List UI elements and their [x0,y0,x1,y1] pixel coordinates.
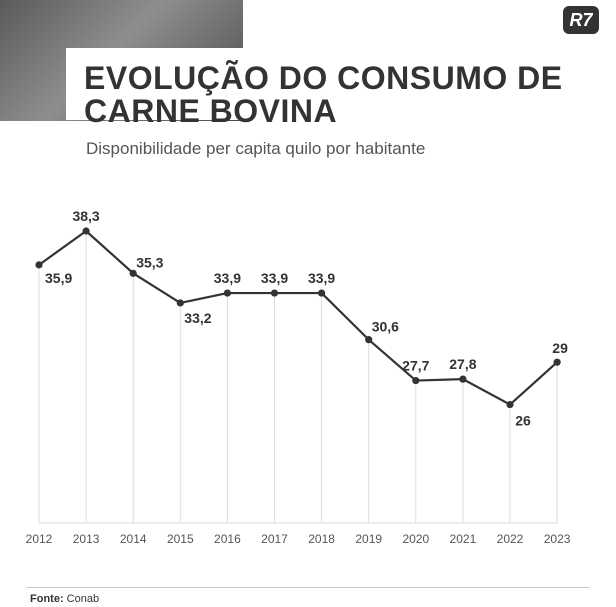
x-tick-label: 2023 [544,532,571,546]
data-point [129,269,137,277]
data-label: 33,9 [214,270,241,286]
x-tick-label: 2016 [214,532,241,546]
series-line [38,229,558,406]
data-label: 30,6 [372,319,399,335]
data-point [506,400,514,409]
data-label: 38,3 [72,208,99,224]
x-tick-label: 2015 [167,532,194,546]
data-point [412,376,420,385]
data-label: 26 [515,413,531,429]
chart-title: EVOLUÇÃO DO CONSUMO DE CARNE BOVINA [84,60,563,129]
x-tick-label: 2022 [497,532,524,546]
x-tick-label: 2014 [120,532,147,546]
x-tick-label: 2019 [355,532,382,546]
data-label: 29 [552,340,568,356]
x-tick-label: 2018 [308,532,335,546]
data-label: 33,2 [184,310,211,326]
source-label: Fonte: [30,593,64,605]
data-label: 33,9 [261,270,288,286]
source-value: Conab [66,593,100,605]
data-point [82,227,90,235]
data-label: 27,7 [402,358,429,374]
x-tick-label: 2013 [73,532,100,546]
chart-subtitle: Disponibilidade per capita quilo por hab… [86,139,426,158]
source-note: Fonte: Conab [30,593,99,605]
x-tick-label: 2020 [402,532,429,546]
r7-logo: R7 [563,6,599,34]
data-label: 35,9 [45,270,72,286]
x-tick-label: 2012 [26,532,53,546]
footer-divider [26,587,590,588]
x-tick-label: 2017 [261,532,288,546]
data-point [553,358,561,366]
x-tick-label: 2021 [450,532,477,546]
data-point [270,289,279,297]
data-label: 27,8 [449,356,476,372]
data-point [459,375,467,383]
data-point [223,289,231,297]
data-point [365,336,373,344]
data-label: 35,3 [136,254,163,270]
data-point [318,289,326,297]
title-box [66,48,566,120]
data-point [176,299,184,307]
data-point [35,261,43,269]
data-label: 33,9 [308,270,335,286]
